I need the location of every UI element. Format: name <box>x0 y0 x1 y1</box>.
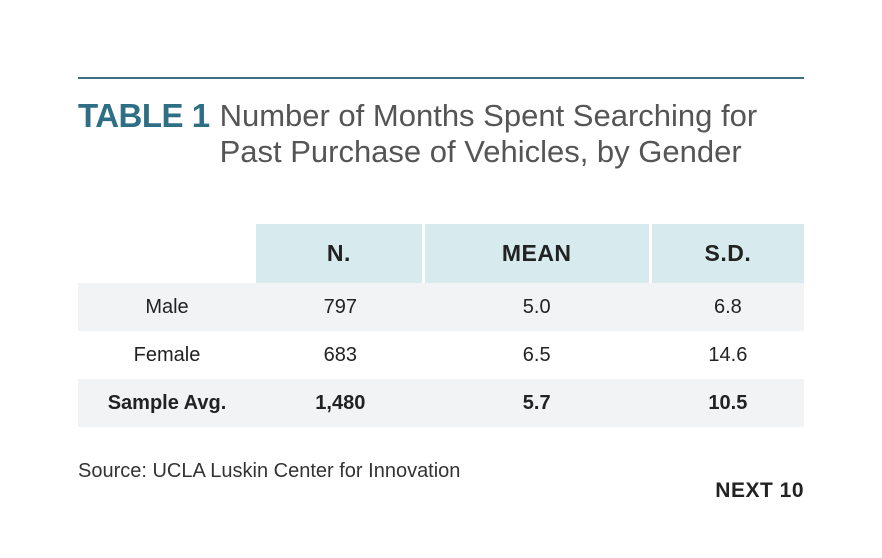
table-title: TABLE 1 Number of Months Spent Searching… <box>78 98 808 170</box>
column-header-n: N. <box>256 224 422 283</box>
cell-sd: 14.6 <box>708 343 748 366</box>
column-header-sd: S.D. <box>648 224 804 283</box>
cell-n: 797 <box>256 283 422 331</box>
header-corner <box>78 224 256 283</box>
cell-sd: 10.5 <box>648 379 804 427</box>
table-title-text: Number of Months Spent Searching for Pas… <box>219 98 758 169</box>
data-table: N. MEAN S.D. Male 797 5.0 6.8 Female 683… <box>78 224 804 427</box>
cell-mean: 5.7 <box>421 379 649 427</box>
cell-n: 1,480 <box>256 379 422 427</box>
table-number-label: TABLE 1 <box>78 97 210 134</box>
source-note: Source: UCLA Luskin Center for Innovatio… <box>78 460 461 482</box>
table-header-row: N. MEAN S.D. <box>78 224 804 283</box>
cell-mean: 6.5 <box>522 343 551 366</box>
top-rule <box>78 77 804 79</box>
cell-mean: 5.0 <box>421 283 649 331</box>
column-header-mean: MEAN <box>421 224 649 283</box>
row-label: Male <box>78 283 256 331</box>
cell-n: 683 <box>323 343 358 366</box>
row-label: Sample Avg. <box>78 379 256 427</box>
table-row-female: Female 683 6.5 14.6 <box>78 331 804 379</box>
table-row-sample-avg: Sample Avg. 1,480 5.7 10.5 <box>78 379 804 427</box>
row-label: Female <box>133 343 201 366</box>
table-row-male: Male 797 5.0 6.8 <box>78 283 804 331</box>
brand-logo: NEXT 10 <box>715 479 804 502</box>
cell-sd: 6.8 <box>648 283 804 331</box>
